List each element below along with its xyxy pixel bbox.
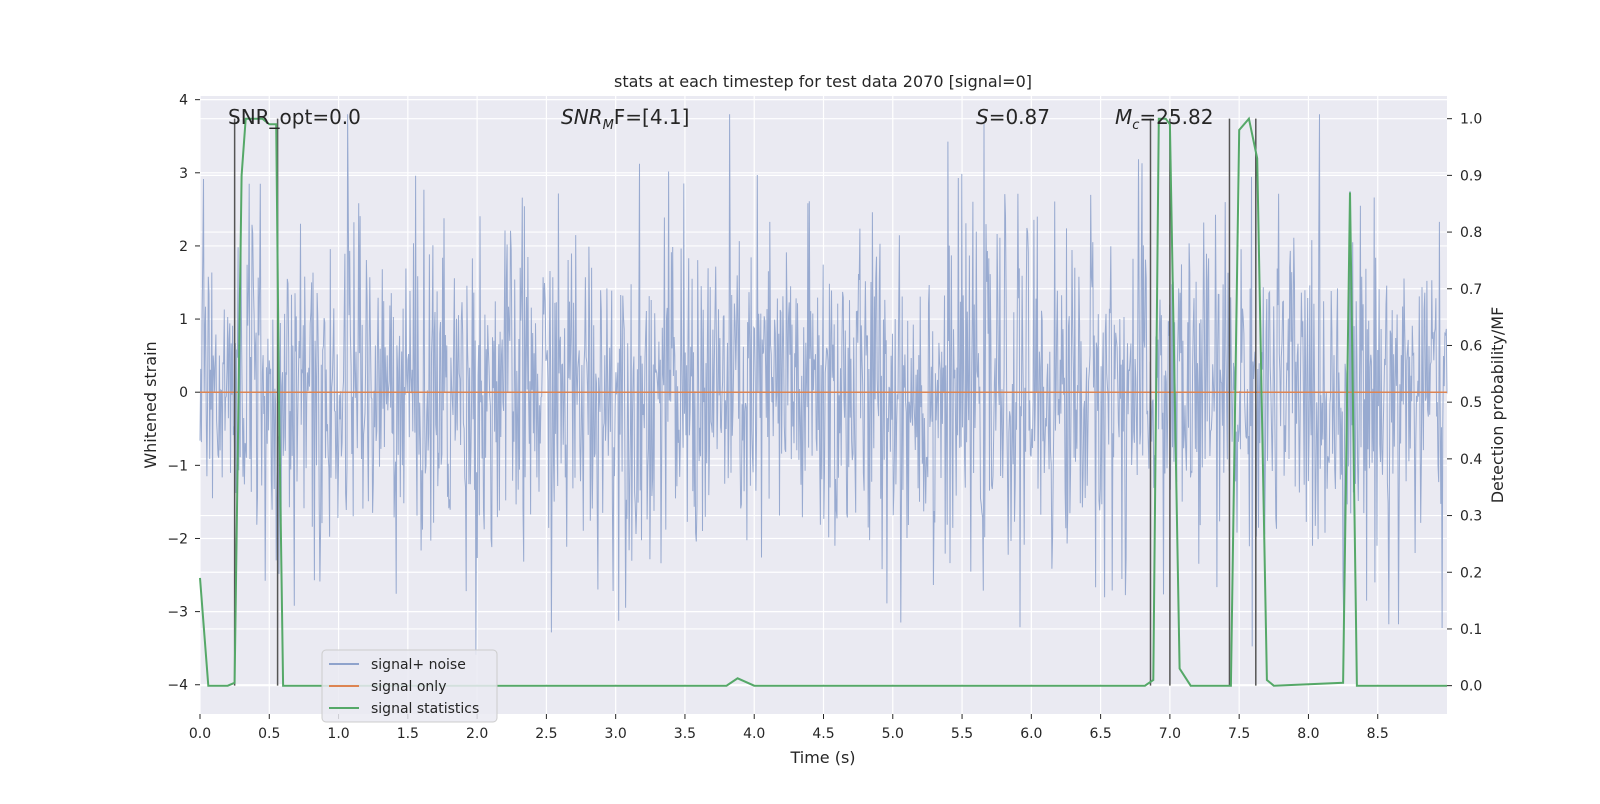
y2-tick-label: 0.8	[1460, 225, 1482, 241]
x-tick-label: 4.5	[812, 726, 834, 742]
y2-tick-label: 1.0	[1460, 112, 1482, 128]
y-tick-label: −3	[167, 605, 188, 621]
s-symbol: S	[976, 105, 989, 129]
series-signal-statistics	[199, 116, 1447, 687]
x-tick-label: 6.5	[1089, 726, 1111, 742]
annotation-s: S=0.87	[976, 105, 1050, 129]
x-tick-label: 8.0	[1297, 726, 1319, 742]
y2-tick-label: 0.5	[1460, 395, 1482, 411]
annotation-mc: Mc=25.82	[1115, 105, 1213, 133]
y2-tick-label: 0.6	[1460, 338, 1482, 354]
x-tick-label: 1.5	[397, 726, 419, 742]
y-tick-label: 4	[179, 93, 188, 109]
x-tick-label: 1.0	[327, 726, 349, 742]
x-tick-label: 3.0	[605, 726, 627, 742]
chart-title: stats at each timestep for test data 207…	[614, 72, 1032, 91]
x-tick-label: 2.0	[466, 726, 488, 742]
x-tick-label: 7.0	[1159, 726, 1181, 742]
detection-markers	[233, 118, 1257, 686]
signal-statistics-line	[199, 116, 1447, 687]
y-tick-labels: 4 3 2 1 0 −1 −2 −3 −4	[167, 93, 200, 694]
y2-tick-label: 0.2	[1460, 565, 1482, 581]
y2-tick-label: 0.4	[1460, 452, 1482, 468]
y2-tick-label: 0.7	[1460, 282, 1482, 298]
mc-subscript: c	[1132, 118, 1139, 133]
y-axis-label: Whitened strain	[141, 341, 160, 468]
x-tick-label: 3.5	[674, 726, 696, 742]
y2-tick-label: 0.0	[1460, 679, 1482, 695]
x-tick-labels: 0.0 0.5 1.0 1.5 2.0 2.5 3.0 3.5 4.0 4.5 5.0 5.5 6.0 6…	[189, 714, 1389, 742]
legend: signal+ noise signal only signal statist…	[321, 649, 498, 723]
x-tick-label: 6.0	[1020, 726, 1042, 742]
snr-mf-value: F=[4.1]	[614, 105, 690, 129]
y2-tick-label: 0.9	[1460, 168, 1482, 184]
x-tick-label: 4.0	[743, 726, 765, 742]
x-tick-label: 5.5	[951, 726, 973, 742]
y-tick-label: 1	[179, 312, 188, 328]
y2-axis-label: Detection probability/MF	[1488, 307, 1507, 504]
y-tick-label: 0	[179, 385, 188, 401]
x-tick-label: 0.0	[189, 726, 211, 742]
legend-box	[321, 649, 498, 723]
y-tick-label: −4	[167, 678, 188, 694]
y-tick-label: −2	[167, 531, 188, 547]
x-tick-label: 5.0	[882, 726, 904, 742]
legend-label-noise: signal+ noise	[371, 657, 466, 673]
x-tick-label: 2.5	[535, 726, 557, 742]
snr-mf-subscript: M	[603, 118, 614, 133]
y-tick-label: 2	[179, 239, 188, 255]
legend-label-stats: signal statistics	[371, 701, 479, 717]
y-tick-label: −1	[167, 458, 188, 474]
x-axis-label: Time (s)	[789, 748, 855, 767]
legend-label-signal: signal only	[371, 679, 446, 695]
y2-tick-label: 0.1	[1460, 622, 1482, 638]
y-tick-label: 3	[179, 166, 188, 182]
mc-value: =25.82	[1139, 105, 1213, 129]
y2-tick-label: 0.3	[1460, 509, 1482, 525]
x-tick-label: 0.5	[258, 726, 280, 742]
annotation-snr-mf: SNRMF=[4.1]	[561, 105, 689, 133]
y2-tick-labels: 1.0 0.9 0.8 0.7 0.6 0.5 0.4 0.3 0.2 0.1 0.0	[1447, 112, 1482, 695]
x-tick-label: 7.5	[1228, 726, 1250, 742]
x-tick-label: 8.5	[1367, 726, 1389, 742]
snr-mf-symbol: SNR	[561, 105, 603, 129]
s-value: =0.87	[989, 105, 1050, 129]
mc-symbol: M	[1115, 105, 1132, 129]
annotation-snr-opt: SNR_opt=0.0	[228, 105, 361, 129]
